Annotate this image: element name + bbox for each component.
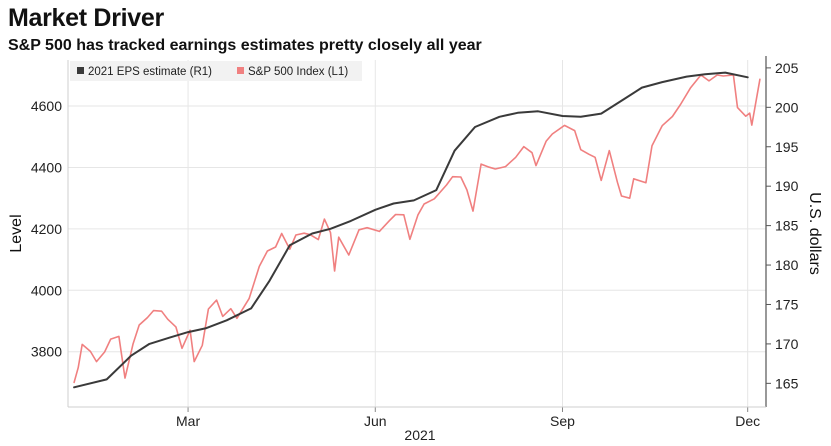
- y-right-tick-label: 175: [775, 296, 799, 312]
- legend-swatch: [77, 67, 84, 74]
- series-line-sp500: [73, 74, 761, 384]
- legend: 2021 EPS estimate (R1) S&P 500 Index (L1): [70, 61, 362, 81]
- x-tick-label: Dec: [735, 413, 760, 429]
- y-right-tick-label: 205: [775, 60, 799, 76]
- x-axis-year-label: 2021: [404, 427, 435, 443]
- y-left-tick-label: 4400: [31, 159, 62, 175]
- legend-entry: S&P 500 Index (L1): [248, 66, 348, 78]
- axes: 3800 4000 4200 4400 4600 Mar Jun Sep Dec 165 170 17…: [8, 56, 823, 429]
- legend-entry: 2021 EPS estimate (R1): [88, 66, 212, 78]
- x-tick-label: Sep: [550, 413, 575, 429]
- y-left-tick-label: 4600: [31, 98, 62, 114]
- chart-subtitle: S&P 500 has tracked earnings estimates p…: [8, 37, 482, 54]
- y-left-tick-label: 4000: [31, 282, 62, 298]
- legend-box: [70, 61, 362, 81]
- y-right-tick-label: 170: [775, 336, 799, 352]
- series-line-eps-estimate: [73, 71, 749, 389]
- y-right-tick-label: 180: [775, 257, 799, 273]
- y-left-axis-label: Level: [8, 214, 25, 252]
- chart-title: Market Driver: [8, 4, 164, 32]
- grid: [68, 60, 766, 407]
- y-right-tick-label: 165: [775, 375, 799, 391]
- y-left-tick-label: 4200: [31, 221, 62, 237]
- x-tick-label: Mar: [176, 413, 200, 429]
- y-right-axis-label: U.S. dollars: [806, 192, 823, 275]
- legend-swatch: [237, 67, 244, 74]
- y-right-tick-label: 185: [775, 218, 799, 234]
- y-right-tick-label: 200: [775, 99, 799, 115]
- y-left-tick-label: 3800: [31, 344, 62, 360]
- x-tick-label: Jun: [364, 413, 387, 429]
- y-right-tick-label: 195: [775, 139, 799, 155]
- y-right-tick-label: 190: [775, 178, 799, 194]
- series-lines: [73, 71, 761, 389]
